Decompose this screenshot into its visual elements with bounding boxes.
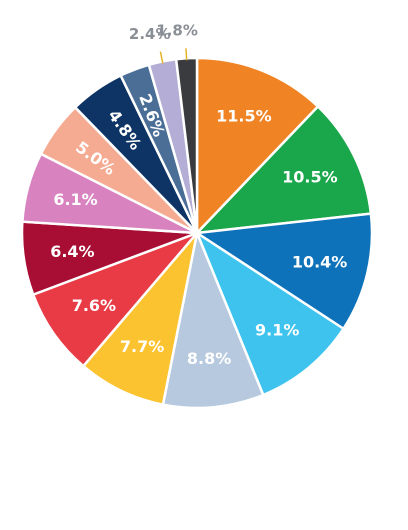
pie-slice xyxy=(82,231,199,406)
slice-label: 11.5% xyxy=(216,107,272,126)
slice-label: 2.4% xyxy=(129,25,171,43)
slice-label: 10.5% xyxy=(282,168,338,187)
leader-line xyxy=(185,48,188,61)
slice-label: 8.8% xyxy=(187,349,231,368)
pie-slice xyxy=(195,212,374,330)
pie-slice xyxy=(31,231,199,368)
slice-label: 10.4% xyxy=(292,253,348,272)
slice-label: 6.1% xyxy=(53,190,97,209)
slice-label: 9.1% xyxy=(255,321,299,340)
slice-label: 7.7% xyxy=(120,337,164,356)
slice-label: 1.8% xyxy=(156,21,198,39)
pie-slice xyxy=(195,231,345,397)
slice-label: 6.4% xyxy=(50,242,94,261)
pie-slice xyxy=(161,231,265,410)
slice-label: 7.6% xyxy=(72,296,116,315)
leader-line xyxy=(159,51,164,64)
pie-slice xyxy=(195,56,320,235)
pie-slice xyxy=(195,105,373,235)
